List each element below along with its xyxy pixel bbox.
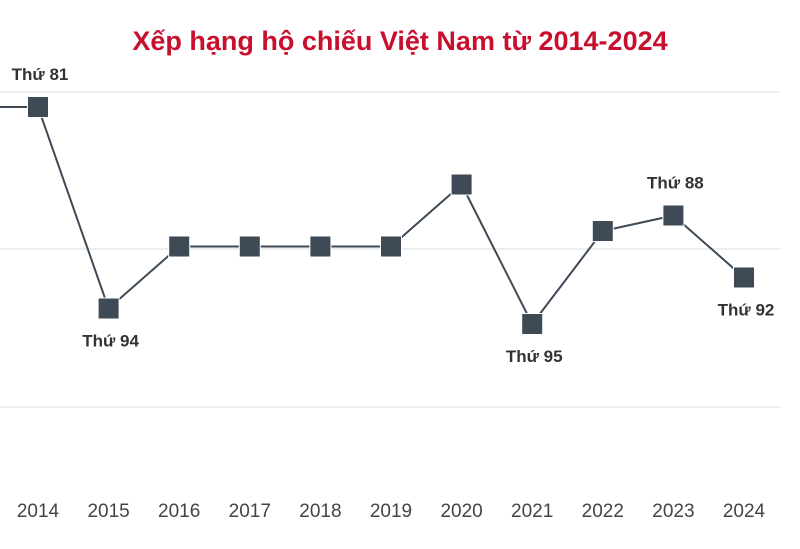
x-tick-label: 2022 xyxy=(582,501,624,522)
data-point-2021 xyxy=(521,313,544,335)
label-layer: Thứ 81 Thứ 94 Thứ 95 Thứ 88 Thứ 92 xyxy=(12,65,775,366)
line-layer xyxy=(0,106,745,325)
data-point-2017 xyxy=(238,235,261,258)
data-point-2024 xyxy=(733,266,755,289)
x-tick-label: 2024 xyxy=(723,501,766,522)
x-tick-label: 2020 xyxy=(440,501,482,522)
data-point-2014 xyxy=(27,96,49,118)
data-point-2020 xyxy=(450,173,473,196)
data-point-2016 xyxy=(168,235,191,258)
x-tick-label: 2017 xyxy=(229,501,271,522)
point-label-2024: Thứ 92 xyxy=(718,301,775,320)
x-tick-label: 2016 xyxy=(158,501,200,522)
x-tick-label: 2015 xyxy=(87,501,129,522)
data-point-2019 xyxy=(380,235,402,258)
point-label-2014: Thứ 81 xyxy=(12,65,69,84)
x-tick-label: 2014 xyxy=(17,501,60,522)
marker-layer xyxy=(27,96,755,335)
point-label-2021: Thứ 95 xyxy=(506,347,563,366)
series-line xyxy=(0,106,745,325)
data-point-2022 xyxy=(591,220,614,242)
point-label-2023: Thứ 88 xyxy=(647,174,704,193)
x-tick-label: 2018 xyxy=(299,501,341,522)
data-point-2015 xyxy=(97,297,120,320)
point-label-2015: Thứ 94 xyxy=(82,332,139,351)
x-tick-label: 2021 xyxy=(511,501,553,522)
x-tick-label: 2019 xyxy=(370,501,412,522)
data-point-2023 xyxy=(662,204,685,227)
data-point-2018 xyxy=(309,235,332,258)
x-tick-label: 2023 xyxy=(652,501,694,522)
chart-title: Xếp hạng hộ chiếu Việt Nam từ 2014-2024 xyxy=(132,26,668,56)
tick-layer: 2014 2015 2016 2017 2018 2019 2020 2021 2022 2023… xyxy=(17,501,766,522)
